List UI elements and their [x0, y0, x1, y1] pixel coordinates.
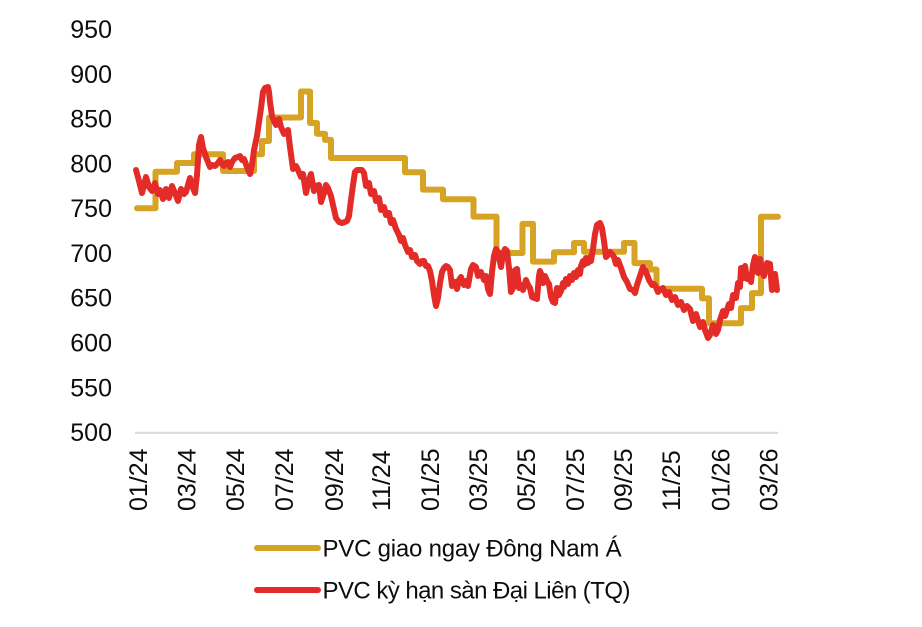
svg-text:07/25: 07/25 [562, 448, 590, 511]
svg-text:03/26: 03/26 [756, 448, 784, 511]
svg-text:11/25: 11/25 [658, 450, 686, 511]
svg-text:01/24: 01/24 [125, 448, 153, 511]
svg-text:03/25: 03/25 [465, 448, 493, 511]
svg-text:01/26: 01/26 [708, 448, 736, 511]
svg-text:09/25: 09/25 [610, 448, 638, 511]
svg-text:800: 800 [70, 150, 112, 178]
svg-text:750: 750 [70, 195, 112, 223]
svg-text:850: 850 [70, 106, 112, 134]
svg-text:950: 950 [70, 16, 112, 44]
svg-text:900: 900 [70, 61, 112, 89]
svg-text:09/24: 09/24 [321, 448, 349, 511]
svg-text:650: 650 [70, 285, 112, 313]
svg-text:05/24: 05/24 [222, 448, 250, 511]
svg-text:700: 700 [70, 240, 112, 268]
svg-text:PVC giao ngay Đông Nam Á: PVC giao ngay Đông Nam Á [323, 536, 622, 563]
svg-text:PVC kỳ hạn sàn Đại Liên (TQ): PVC kỳ hạn sàn Đại Liên (TQ) [323, 578, 630, 605]
svg-text:500: 500 [70, 419, 112, 447]
svg-text:03/24: 03/24 [174, 448, 202, 511]
svg-text:05/25: 05/25 [513, 448, 541, 511]
svg-text:07/24: 07/24 [271, 448, 299, 511]
svg-text:550: 550 [70, 374, 112, 402]
svg-text:600: 600 [70, 330, 112, 358]
svg-text:11/24: 11/24 [368, 450, 396, 511]
svg-text:01/25: 01/25 [417, 448, 445, 511]
